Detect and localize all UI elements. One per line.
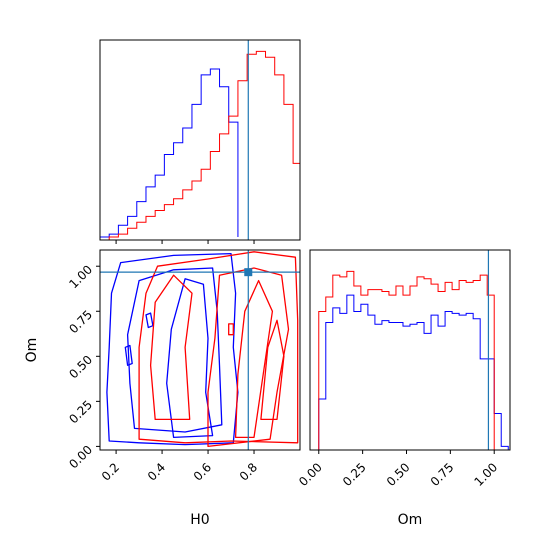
om-hist-series-1 — [318, 270, 495, 450]
contour-series-1-level-4 — [260, 319, 285, 421]
h0-marginal-panel — [99, 39, 301, 244]
om-marginal-panel: 0.00 0.25 0.50 0.75 1.00 Om — [296, 249, 511, 528]
h0-xtick-label-0: 0.2 — [99, 460, 122, 483]
x-axis-label-om: Om — [398, 512, 423, 528]
om-marginal-frame — [309, 249, 511, 451]
x-axis-label-h0: H0 — [190, 512, 209, 528]
om-xtick-label-0: 0.00 — [296, 460, 325, 489]
contour-series-1-level-1 — [149, 274, 193, 421]
truth-marker — [244, 268, 253, 277]
om-ytick-label-4: 1.00 — [66, 262, 95, 291]
om-ytick-label-2: 0.50 — [66, 353, 95, 382]
contour-series-0-level-2 — [166, 278, 214, 439]
contour-series-1-level-3 — [234, 279, 274, 439]
contour-series-1-level-5 — [228, 323, 234, 336]
joint-contour-panel: 0.2 0.4 0.6 0.8 0.00 0.25 0.50 0.75 1.00 H0 Om — [24, 249, 301, 528]
h0-xtick-label-1: 0.4 — [145, 460, 168, 483]
joint-contour-frame — [99, 249, 301, 451]
om-xtick-label-4: 1.00 — [472, 460, 501, 489]
h0-xtick-label-2: 0.6 — [191, 460, 214, 483]
om-ytick-label-3: 0.75 — [66, 307, 95, 336]
om-ytick-label-0: 0.00 — [66, 443, 95, 472]
contour-series-0-level-4 — [124, 344, 133, 366]
contour-series-1-level-0 — [138, 251, 299, 444]
h0-xtick-label-3: 0.8 — [237, 460, 260, 483]
h0-hist-series-0 — [100, 68, 239, 240]
om-hist-series-0 — [318, 294, 509, 450]
y-axis-label-om: Om — [24, 338, 40, 363]
h0-marginal-frame — [99, 39, 301, 241]
contour-series-0-level-3 — [145, 312, 154, 329]
om-ytick-label-1: 0.25 — [66, 398, 95, 427]
contour-series-0-level-0 — [106, 252, 239, 446]
om-xtick-label-1: 0.25 — [340, 460, 369, 489]
om-xtick-label-3: 0.75 — [428, 460, 457, 489]
om-xtick-label-2: 0.50 — [384, 460, 413, 489]
contour-series-0-level-1 — [126, 267, 223, 433]
h0-hist-series-1 — [108, 50, 300, 240]
